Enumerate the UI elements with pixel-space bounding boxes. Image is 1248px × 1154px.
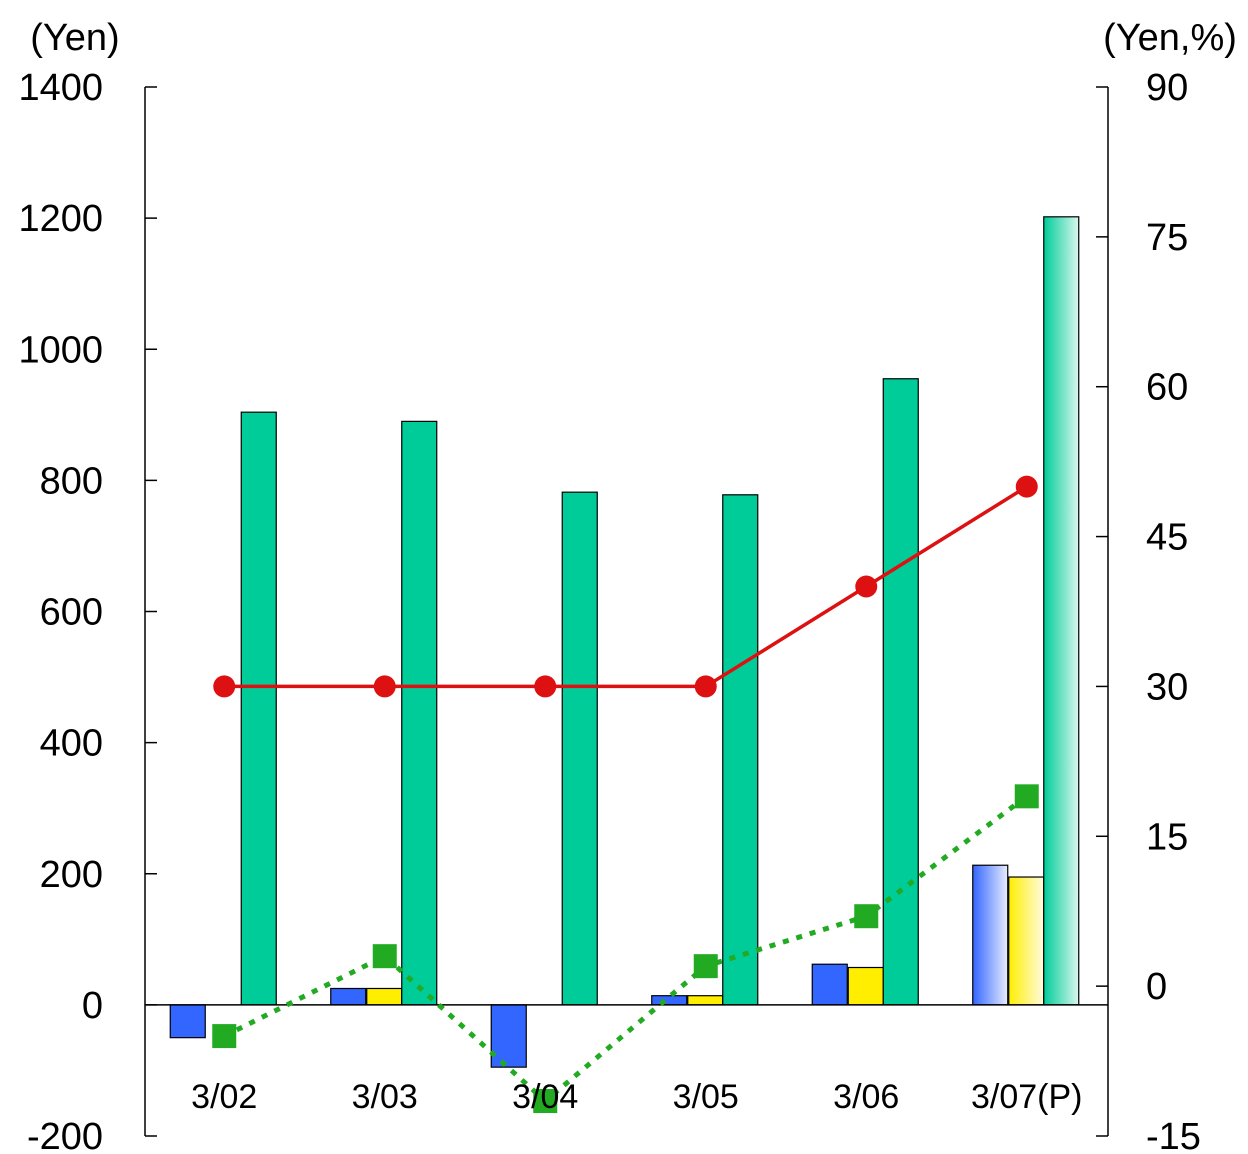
left-tick-label: 1400 [18, 67, 103, 109]
bar-series1-1 [330, 987, 367, 1006]
line-series2-point-3 [693, 954, 718, 979]
category-label-4: 3/06 [833, 1078, 899, 1116]
left-axis: -200 0 200 400 600 800 1000 1200 1400 [18, 67, 157, 1154]
left-tick-label: 1000 [18, 329, 103, 371]
line-series1-point-0 [213, 675, 236, 698]
bar-series3-4 [882, 378, 919, 1006]
bar-series2-5 [1008, 876, 1045, 1006]
bar-series3-3 [722, 494, 759, 1006]
line-series1-point-1 [373, 675, 396, 698]
line-series2-point-2 [533, 1089, 558, 1114]
line-series1-point-3 [694, 675, 717, 698]
line-series2-point-5 [1014, 784, 1039, 809]
bar-series3-1 [401, 420, 438, 1006]
left-tick-label: -200 [27, 1116, 103, 1154]
right-tick-label: 0 [1146, 966, 1167, 1008]
bar-series1-0 [169, 1004, 206, 1039]
bar-series1-4 [811, 963, 848, 1006]
right-axis-unit: (Yen,%) [1103, 17, 1237, 59]
category-labels: 3/02 3/03 3/04 3/05 3/06 3/07(P) [191, 1078, 1082, 1116]
bar-series1-2 [490, 1004, 527, 1068]
category-label-0: 3/02 [191, 1078, 257, 1116]
line-series1-point-5 [1015, 475, 1038, 498]
left-axis-unit: (Yen) [30, 17, 119, 59]
right-tick-label: 45 [1146, 517, 1188, 559]
left-tick-label: 200 [40, 854, 103, 896]
right-axis: -15 0 15 30 45 60 75 90 [1096, 67, 1201, 1154]
right-tick-label: 90 [1146, 67, 1188, 109]
bar-series2-3 [687, 995, 724, 1006]
line-series2-point-1 [372, 944, 397, 969]
right-tick-label: -15 [1146, 1116, 1201, 1154]
bar-series3-5 [1043, 216, 1080, 1006]
left-tick-label: 600 [40, 592, 103, 634]
line-series2-point-0 [212, 1024, 237, 1049]
right-tick-label: 75 [1146, 217, 1188, 259]
bar-series2-1 [366, 987, 403, 1006]
category-label-5: 3/07(P) [971, 1078, 1083, 1116]
bar-series2-4 [847, 966, 884, 1006]
category-label-1: 3/03 [352, 1078, 418, 1116]
category-label-3: 3/05 [673, 1078, 739, 1116]
left-tick-label: 400 [40, 723, 103, 765]
category-label-2: 3/04 [512, 1078, 578, 1116]
line-series1 [224, 485, 1028, 689]
bar-series1-3 [651, 995, 688, 1006]
left-tick-label: 0 [82, 985, 103, 1027]
right-tick-label: 30 [1146, 666, 1188, 708]
line-series2-point-4 [854, 904, 879, 929]
line-series1-point-4 [855, 575, 878, 598]
right-tick-label: 60 [1146, 367, 1188, 409]
line-series1-point-2 [534, 675, 557, 698]
bar-series1-5 [972, 864, 1009, 1006]
bars [169, 216, 1080, 1068]
left-tick-label: 1200 [18, 198, 103, 240]
left-tick-label: 800 [40, 460, 103, 502]
lines [212, 475, 1039, 1114]
bar-series3-2 [561, 491, 598, 1006]
right-tick-label: 15 [1146, 816, 1188, 858]
bar-series3-0 [240, 411, 277, 1006]
